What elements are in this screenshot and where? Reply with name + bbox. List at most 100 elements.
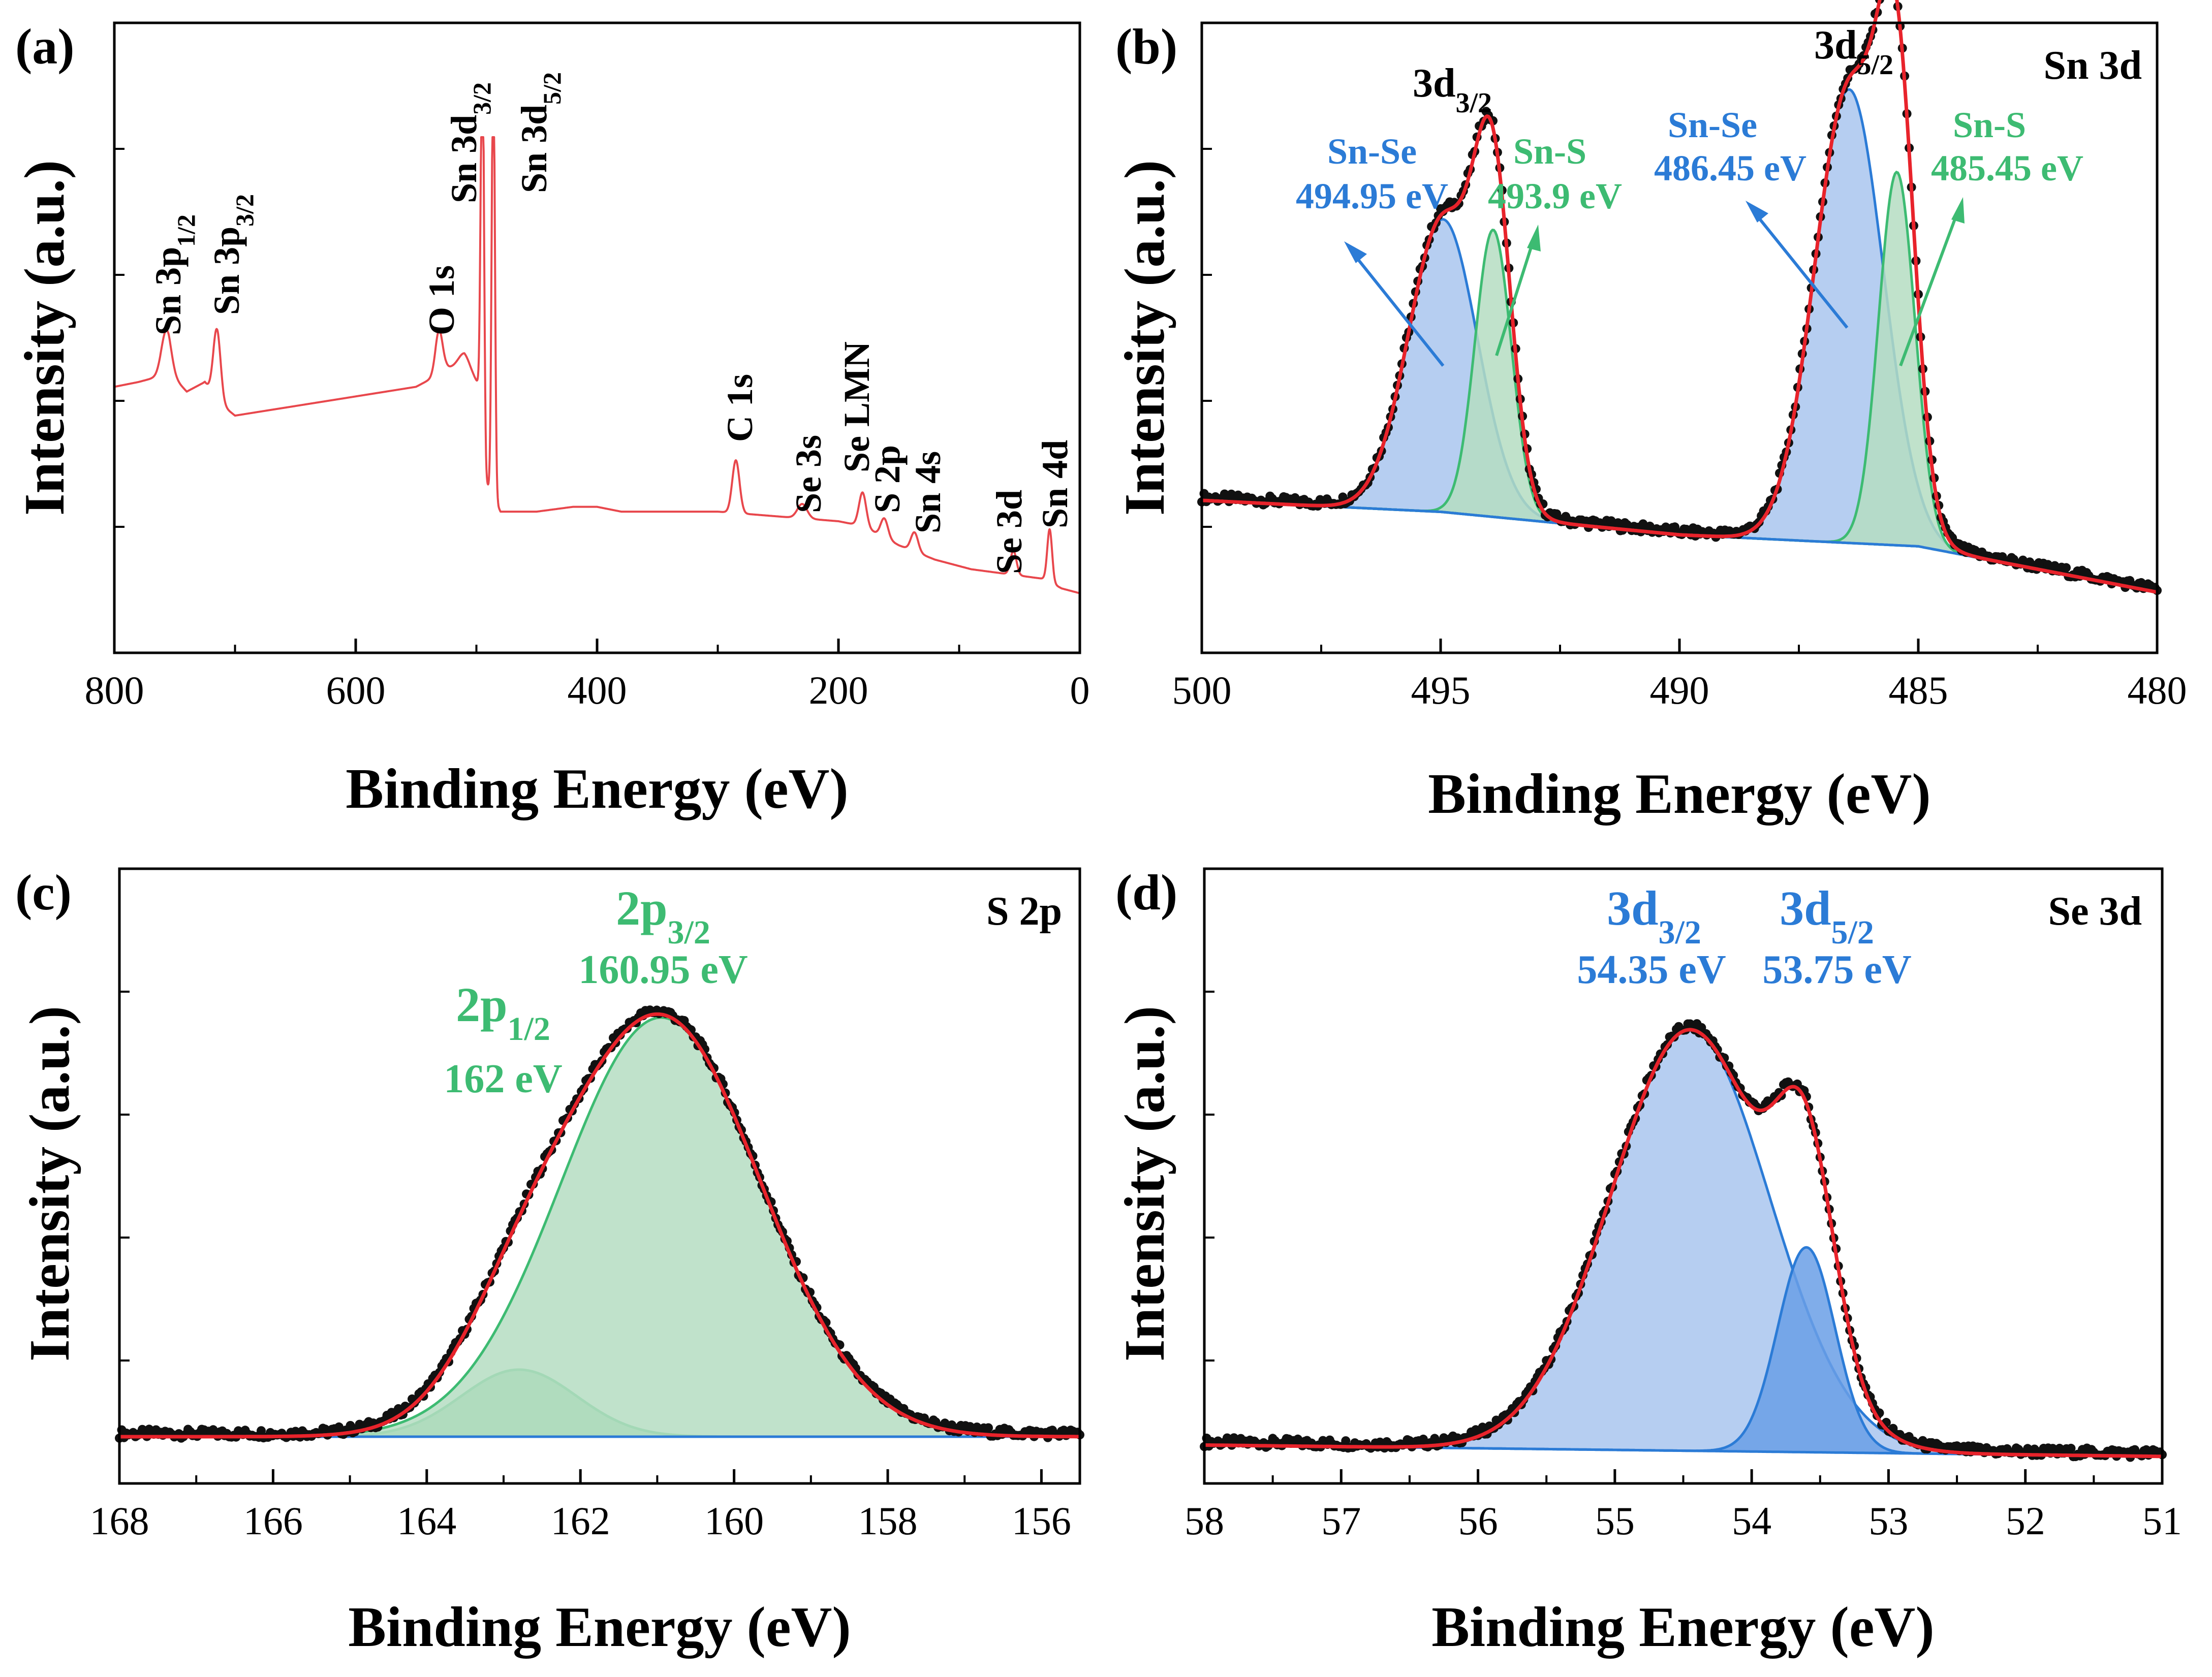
envelope-line [119, 1012, 1080, 1439]
component-fill-0 [1204, 1030, 2162, 1457]
envelope-line [1201, 0, 2158, 594]
panel-d-ylabel: Intensity (a.u.) [1113, 1006, 1176, 1362]
label-b-3d32: 3d3/2 [1413, 61, 1492, 119]
panel-b-label: (b) [1115, 18, 1177, 75]
raw-point [257, 1426, 266, 1436]
panel-a-plot-area [113, 136, 1081, 594]
ann-o1s: O 1s [421, 265, 462, 335]
ann-selmn: Se LMN [836, 341, 877, 472]
label-b-snse-1: Sn-Se [1327, 131, 1417, 172]
ann-sn3p32: Sn 3p3/2 [206, 194, 259, 315]
label-d-3d32: 3d3/2 [1607, 881, 1701, 951]
raw-point [984, 1423, 993, 1433]
label-b-snse-2: Sn-Se [1668, 105, 1757, 145]
label-b-3d52: 3d5/2 [1814, 23, 1893, 81]
panel-a-label: (a) [15, 18, 75, 75]
panel-a-ylabel: Intensity (a.u.) [13, 160, 76, 516]
panel-b-arrows [1344, 197, 1965, 367]
raw-point [2066, 1443, 2076, 1453]
x-tick-label-52: 52 [2006, 1499, 2045, 1543]
raw-point [1430, 1434, 1440, 1443]
raw-point [1418, 1434, 1428, 1444]
panel-b-sn3d: (b) 500 495 490 485 480 Binding Energy (eV) … [1113, 0, 2187, 826]
panel-d-se3d: (d) 58 57 56 55 54 53 52 51 Binding Energy (eV)… [1113, 864, 2182, 1659]
ann-s2p: S 2p [867, 445, 908, 513]
envelope-line [1204, 1028, 2163, 1459]
x-tick-label-51: 51 [2142, 1499, 2182, 1543]
arrow-b-sns-2 [1899, 207, 1960, 367]
x-tick-label-54: 54 [1732, 1499, 1771, 1543]
panel-c-x-ticks: 168 166 164 162 160 158 156 [90, 991, 1071, 1543]
panel-c-corner-label: S 2p [986, 889, 1062, 934]
ann-sn4d: Sn 4d [1035, 440, 1075, 528]
arrow-b-snse-2 [1752, 210, 1849, 329]
raw-point [1613, 518, 1623, 528]
panel-c-label: (c) [15, 864, 72, 921]
ann-sn3d32: Sn 3d3/2 [444, 82, 496, 203]
arrow-b-snse-1-head [1344, 241, 1367, 263]
arrow-b-sns-1-head [1527, 225, 1541, 251]
panel-c-xlabel: Binding Energy (eV) [348, 1596, 851, 1659]
component-fill-1 [119, 1018, 1080, 1437]
x-tick-label-490: 490 [1650, 668, 1709, 712]
raw-data-points [1197, 0, 2162, 595]
x-tick-label-58: 58 [1185, 1499, 1224, 1543]
x-tick-label-200: 200 [809, 668, 868, 712]
x-tick-label-168: 168 [90, 1499, 149, 1543]
label-d-3d32-value: 54.35 eV [1577, 947, 1726, 992]
panel-d-xlabel: Binding Energy (eV) [1431, 1596, 1934, 1659]
x-tick-label-164: 164 [397, 1499, 456, 1543]
panel-a-survey: (a) 800 600 400 200 0 Binding Energy (eV) In… [13, 18, 1090, 820]
panel-d-corner-label: Se 3d [2048, 889, 2142, 934]
label-d-3d52: 3d5/2 [1780, 881, 1874, 951]
x-tick-label-600: 600 [326, 668, 386, 712]
x-tick-label-158: 158 [858, 1499, 918, 1543]
x-tick-label-56: 56 [1458, 1499, 1498, 1543]
panel-c-frame [118, 867, 1081, 1485]
panel-b-xlabel: Binding Energy (eV) [1428, 763, 1930, 826]
panel-c-s2p: (c) 168 166 164 162 160 158 156 Binding Energy… [15, 864, 1084, 1659]
arrow-b-sns-1 [1495, 236, 1536, 356]
label-b-sns-2-value: 485.45 eV [1931, 148, 2083, 188]
label-d-3d52-value: 53.75 eV [1762, 947, 1911, 992]
label-c-2p32: 2p3/2 [616, 881, 710, 951]
panel-c-plot-area [115, 1005, 1084, 1443]
x-tick-label-160: 160 [704, 1499, 764, 1543]
x-tick-label-400: 400 [568, 668, 627, 712]
label-b-sns-2: Sn-S [1953, 105, 2026, 145]
ann-se3d: Se 3d [989, 490, 1030, 574]
x-tick-label-480: 480 [2128, 668, 2187, 712]
arrow-b-sns-2-head [1951, 197, 1965, 224]
ann-sn3p12: Sn 3p1/2 [148, 214, 200, 335]
panel-b-x-ticks: 500 495 490 485 480 [1172, 148, 2187, 712]
label-c-2p32-value: 160.95 eV [578, 947, 747, 992]
survey-spectrum-line [113, 136, 1081, 594]
panel-a-x-ticks: 800 600 400 200 0 [85, 148, 1090, 712]
ann-se3s: Se 3s [788, 435, 829, 513]
x-tick-label-57: 57 [1321, 1499, 1361, 1543]
panel-b-ylabel: Intensity (a.u.) [1113, 160, 1176, 516]
ann-sn3d52: Sn 3d5/2 [514, 72, 566, 193]
x-tick-label-485: 485 [1889, 668, 1948, 712]
label-c-2p12: 2p1/2 [456, 977, 550, 1048]
label-b-snse-1-value: 494.95 eV [1296, 176, 1448, 216]
panel-c-ylabel: Intensity (a.u.) [18, 1006, 81, 1362]
x-tick-label-156: 156 [1012, 1499, 1071, 1543]
label-b-snse-2-value: 486.45 eV [1654, 148, 1806, 188]
label-b-sns-1: Sn-S [1513, 131, 1586, 172]
ann-sn4s: Sn 4s [908, 451, 948, 533]
x-tick-label-0: 0 [1070, 668, 1090, 712]
component-fill-3 [1202, 172, 2157, 592]
panel-d-label: (d) [1115, 864, 1177, 921]
ann-c1s: C 1s [720, 374, 760, 442]
arrow-b-snse-2-head [1746, 201, 1768, 223]
panel-a-xlabel: Binding Energy (eV) [346, 757, 848, 820]
panel-d-plot-area [1200, 1019, 2167, 1462]
x-tick-label-166: 166 [243, 1499, 303, 1543]
x-tick-label-162: 162 [551, 1499, 610, 1543]
component-fill-0 [1202, 219, 2157, 592]
panel-b-corner-label: Sn 3d [2044, 43, 2142, 88]
raw-point [1341, 1436, 1351, 1446]
x-tick-label-500: 500 [1172, 668, 1232, 712]
